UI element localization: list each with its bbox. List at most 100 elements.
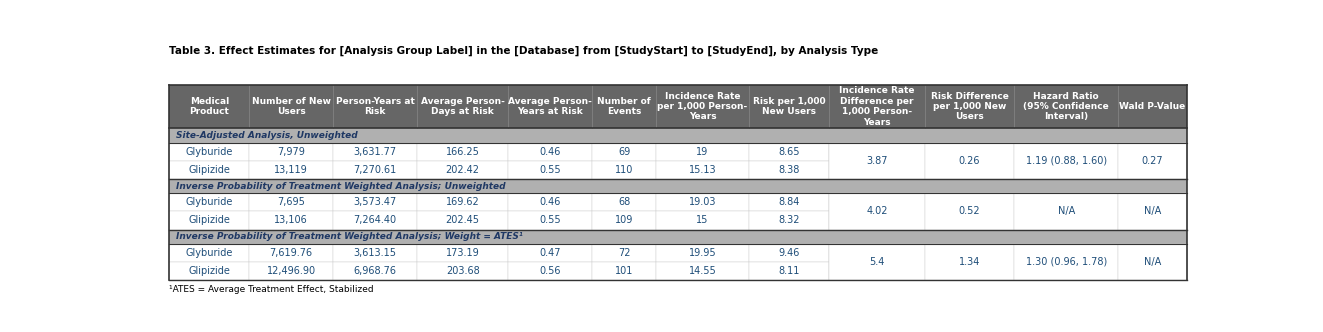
Bar <box>169 193 249 211</box>
Text: 1.34: 1.34 <box>959 257 980 267</box>
Bar <box>508 211 593 229</box>
Bar <box>749 262 828 280</box>
Bar <box>417 161 508 179</box>
Text: 0.52: 0.52 <box>959 207 980 216</box>
Text: N/A: N/A <box>1057 207 1074 216</box>
Bar <box>925 142 1013 161</box>
Text: 7,270.61: 7,270.61 <box>353 165 397 175</box>
Text: Number of
Events: Number of Events <box>597 97 651 116</box>
Bar <box>1013 244 1118 280</box>
Text: Inverse Probability of Treatment Weighted Analysis; Unweighted: Inverse Probability of Treatment Weighte… <box>176 182 505 191</box>
Bar <box>1118 193 1187 229</box>
Bar <box>333 161 417 179</box>
Bar <box>508 142 593 161</box>
Bar <box>1013 193 1118 211</box>
Text: Glipizide: Glipizide <box>188 266 230 276</box>
Bar <box>1118 244 1187 280</box>
Bar <box>749 142 828 161</box>
Text: 5.4: 5.4 <box>869 257 885 267</box>
Text: 13,119: 13,119 <box>274 165 308 175</box>
Text: Medical
Product: Medical Product <box>189 97 229 116</box>
Bar <box>169 211 249 229</box>
Text: Hazard Ratio
(95% Confidence
Interval): Hazard Ratio (95% Confidence Interval) <box>1023 92 1109 121</box>
Text: 3,631.77: 3,631.77 <box>353 147 397 157</box>
Text: 3,573.47: 3,573.47 <box>353 197 397 207</box>
Text: 7,979: 7,979 <box>277 147 306 157</box>
Bar <box>169 179 1187 193</box>
Text: 13,106: 13,106 <box>274 215 308 225</box>
Bar <box>333 244 417 262</box>
Bar <box>593 161 656 179</box>
Bar <box>828 211 925 229</box>
Bar <box>508 85 593 128</box>
Bar <box>749 161 828 179</box>
Bar <box>925 85 1013 128</box>
Bar <box>593 244 656 262</box>
Bar <box>249 161 333 179</box>
Bar <box>1118 142 1187 179</box>
Bar <box>249 193 333 211</box>
Bar <box>828 262 925 280</box>
Bar <box>1118 85 1187 128</box>
Bar <box>169 142 249 161</box>
Text: 3,613.15: 3,613.15 <box>353 248 397 258</box>
Text: 1.19 (0.88, 1.60): 1.19 (0.88, 1.60) <box>1025 156 1107 166</box>
Bar <box>417 211 508 229</box>
Text: 101: 101 <box>615 266 634 276</box>
Text: Risk Difference
per 1,000 New
Users: Risk Difference per 1,000 New Users <box>930 92 1008 121</box>
Bar <box>1118 142 1187 161</box>
Bar <box>925 193 1013 229</box>
Text: 1.30 (0.96, 1.78): 1.30 (0.96, 1.78) <box>1025 257 1107 267</box>
Bar <box>593 211 656 229</box>
Bar <box>1013 244 1118 262</box>
Bar <box>1013 161 1118 179</box>
Text: 19.95: 19.95 <box>689 248 716 258</box>
Bar <box>656 142 749 161</box>
Text: Site-Adjusted Analysis, Unweighted: Site-Adjusted Analysis, Unweighted <box>176 131 357 140</box>
Bar <box>593 85 656 128</box>
Text: 166.25: 166.25 <box>446 147 480 157</box>
Text: 202.45: 202.45 <box>446 215 480 225</box>
Text: 8.84: 8.84 <box>778 197 799 207</box>
Bar <box>925 262 1013 280</box>
Bar <box>925 244 1013 262</box>
Text: Person-Years at
Risk: Person-Years at Risk <box>336 97 414 116</box>
Bar <box>749 211 828 229</box>
Bar <box>828 244 925 280</box>
Text: 0.26: 0.26 <box>959 156 980 166</box>
Text: 0.46: 0.46 <box>540 147 561 157</box>
Text: 14.55: 14.55 <box>688 266 716 276</box>
Bar <box>169 244 249 262</box>
Text: Glyburide: Glyburide <box>185 197 233 207</box>
Bar <box>169 229 1187 244</box>
Text: 0.55: 0.55 <box>540 165 561 175</box>
Text: Glyburide: Glyburide <box>185 147 233 157</box>
Bar <box>656 193 749 211</box>
Text: 0.56: 0.56 <box>540 266 561 276</box>
Text: Incidence Rate
per 1,000 Person-
Years: Incidence Rate per 1,000 Person- Years <box>658 92 747 121</box>
Text: 12,496.90: 12,496.90 <box>266 266 316 276</box>
Bar <box>249 85 333 128</box>
Text: 0.46: 0.46 <box>540 197 561 207</box>
Bar <box>828 193 925 211</box>
Text: Average Person-
Days at Risk: Average Person- Days at Risk <box>421 97 504 116</box>
Bar <box>925 142 1013 179</box>
Text: Incidence Rate
Difference per
1,000 Person-
Years: Incidence Rate Difference per 1,000 Pers… <box>839 86 914 126</box>
Bar <box>749 244 828 262</box>
Text: Glipizide: Glipizide <box>188 215 230 225</box>
Bar <box>593 262 656 280</box>
Text: 68: 68 <box>618 197 630 207</box>
Text: Inverse Probability of Treatment Weighted Analysis; Weight = ATES¹: Inverse Probability of Treatment Weighte… <box>176 232 523 241</box>
Text: 7,264.40: 7,264.40 <box>353 215 397 225</box>
Bar <box>749 193 828 211</box>
Text: N/A: N/A <box>1144 257 1162 267</box>
Text: Average Person-
Years at Risk: Average Person- Years at Risk <box>508 97 593 116</box>
Bar <box>925 211 1013 229</box>
Text: 0.47: 0.47 <box>540 248 561 258</box>
Bar <box>656 161 749 179</box>
Bar <box>1118 211 1187 229</box>
Text: 8.65: 8.65 <box>778 147 799 157</box>
Bar <box>1118 244 1187 262</box>
Bar <box>749 85 828 128</box>
Text: N/A: N/A <box>1144 207 1162 216</box>
